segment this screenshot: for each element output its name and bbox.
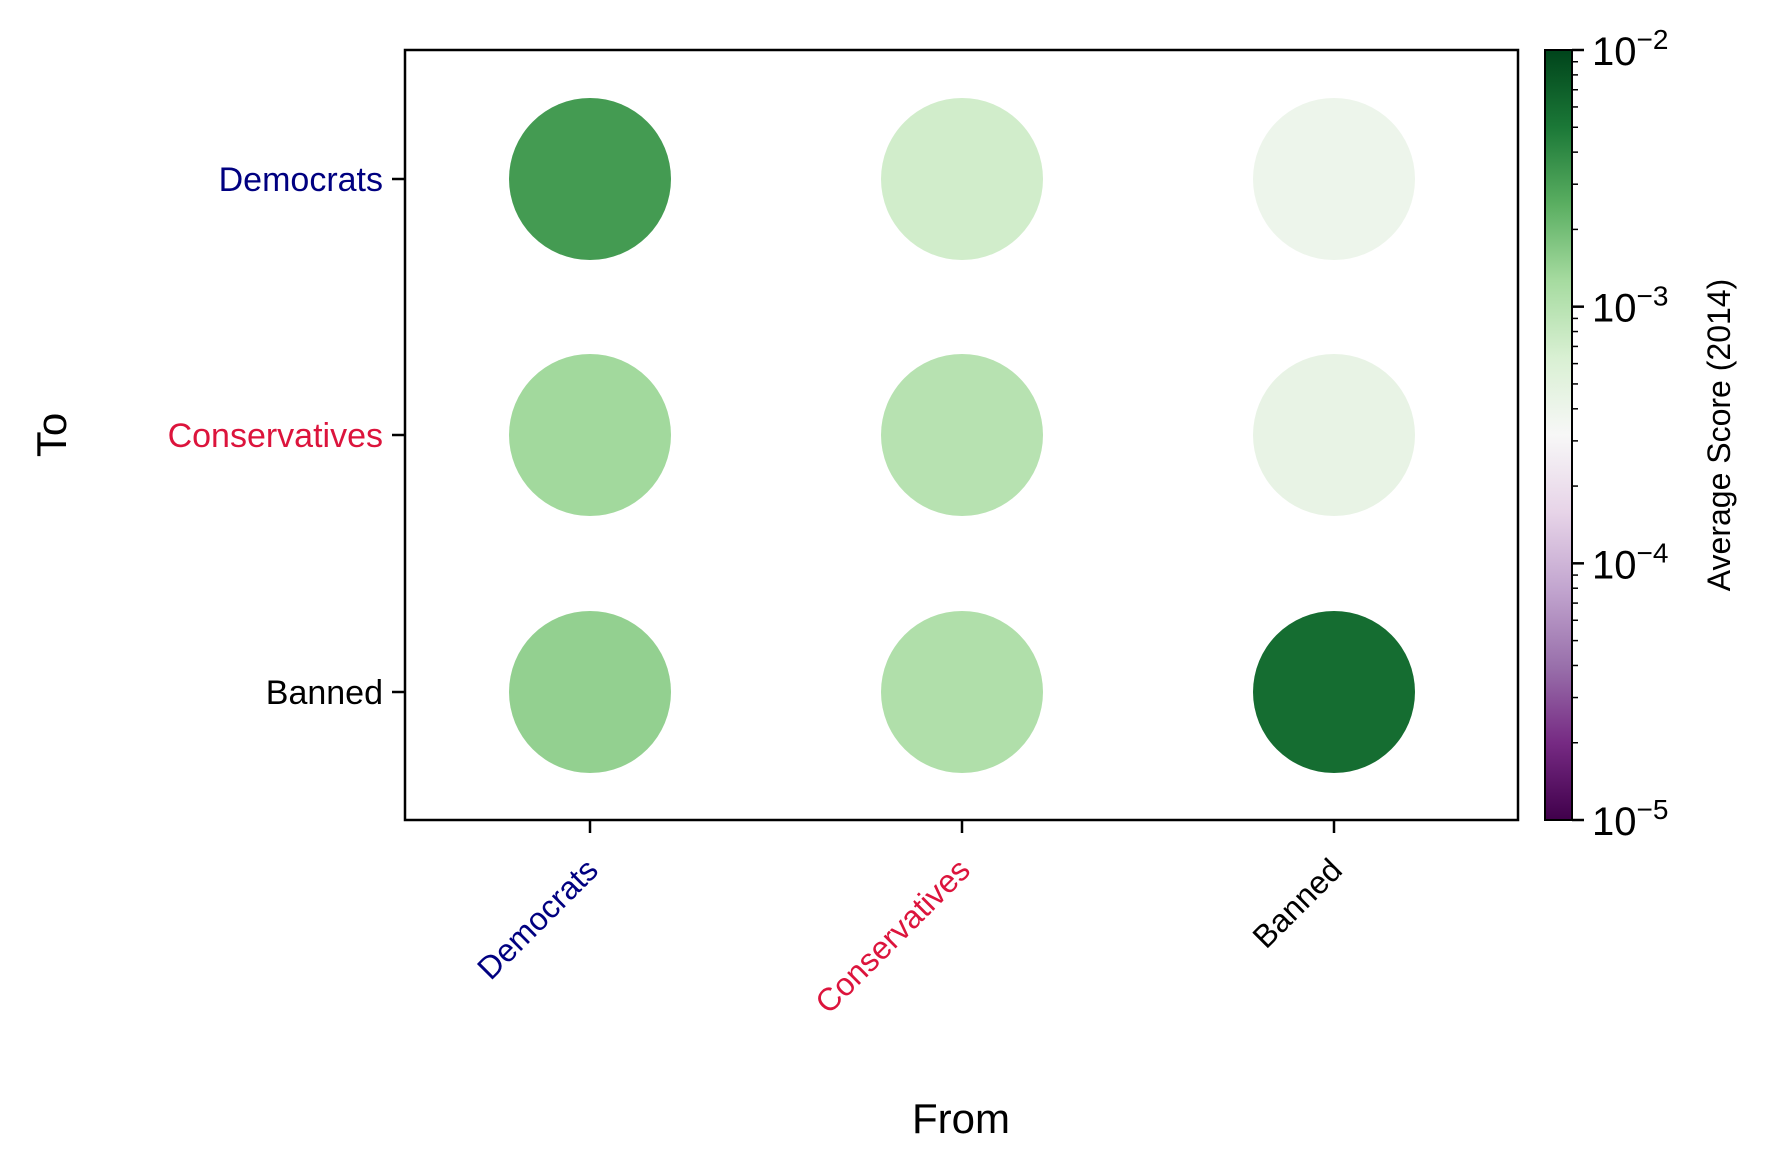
y-tick-label-democrats: Democrats [219, 161, 383, 199]
colorbar-tick-label: 10−2 [1592, 24, 1668, 74]
bubble-banned-to-conservatives [1253, 354, 1415, 516]
colorbar-label: Average Score (2014) [1701, 279, 1737, 591]
x-axis-label: From [912, 1095, 1010, 1142]
colorbar-ticks: 10−5 10−4 10−3 10−2 [1572, 24, 1668, 844]
plot-area [403, 48, 1520, 822]
colorbar-tick-label: 10−3 [1592, 281, 1668, 331]
colorbar: 10−5 10−4 10−3 10−2 Average Score (2014) [1544, 24, 1737, 844]
bubble-banned-to-democrats [1253, 98, 1415, 260]
y-tick-label-conservatives: Conservatives [168, 417, 383, 455]
x-tick-label-conservatives: Conservatives [808, 851, 977, 1020]
colorbar-tick-label: 10−5 [1592, 794, 1668, 844]
y-tick-label-banned: Banned [266, 674, 383, 712]
bubble-democrats-to-banned [509, 611, 671, 773]
colorbar-gradient [1544, 49, 1573, 821]
bubble-conservatives-to-democrats [881, 98, 1043, 260]
bubble-conservatives-to-banned [881, 611, 1043, 773]
bubble-democrats-to-democrats [509, 98, 671, 260]
x-tick-label-banned: Banned [1245, 851, 1348, 954]
y-axis-label: To [28, 413, 75, 457]
x-axis: Democrats Conservatives Banned [470, 820, 1349, 1020]
bubble-layer [509, 98, 1415, 773]
bubble-democrats-to-conservatives [509, 354, 671, 516]
bubble-conservatives-to-conservatives [881, 354, 1043, 516]
y-axis: Democrats Conservatives Banned [168, 161, 405, 712]
bubble-banned-to-banned [1253, 611, 1415, 773]
colorbar-tick-label: 10−4 [1592, 537, 1668, 587]
x-tick-label-democrats: Democrats [470, 851, 605, 986]
